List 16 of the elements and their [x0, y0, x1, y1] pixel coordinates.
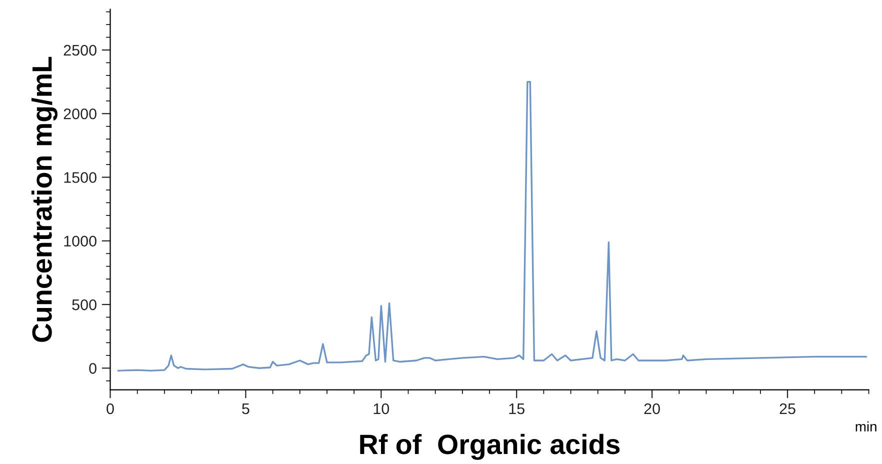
- y-tick-label: 0: [89, 362, 96, 374]
- y-tick-label: 1500: [64, 172, 96, 183]
- text: min: [856, 421, 876, 432]
- y-tick-label: 2000: [64, 108, 96, 120]
- line-series: [118, 80, 867, 372]
- x-tick-label: 20: [644, 403, 660, 414]
- x-tick-label: 15: [509, 404, 524, 414]
- y-tick-label: 1000: [64, 236, 96, 247]
- y-axis-title: Cuncentration mg/mL: [32, 56, 58, 342]
- x-tick-label: 10: [374, 403, 390, 414]
- x-axis-title: Rf of Organic acids: [360, 434, 620, 460]
- y-tick-label: 500: [72, 299, 96, 310]
- x-tick-label: 25: [780, 403, 796, 414]
- y-tick-label: 2500: [64, 44, 96, 56]
- x-tick-label: 5: [242, 404, 250, 414]
- x-tick-label: 0: [106, 403, 114, 414]
